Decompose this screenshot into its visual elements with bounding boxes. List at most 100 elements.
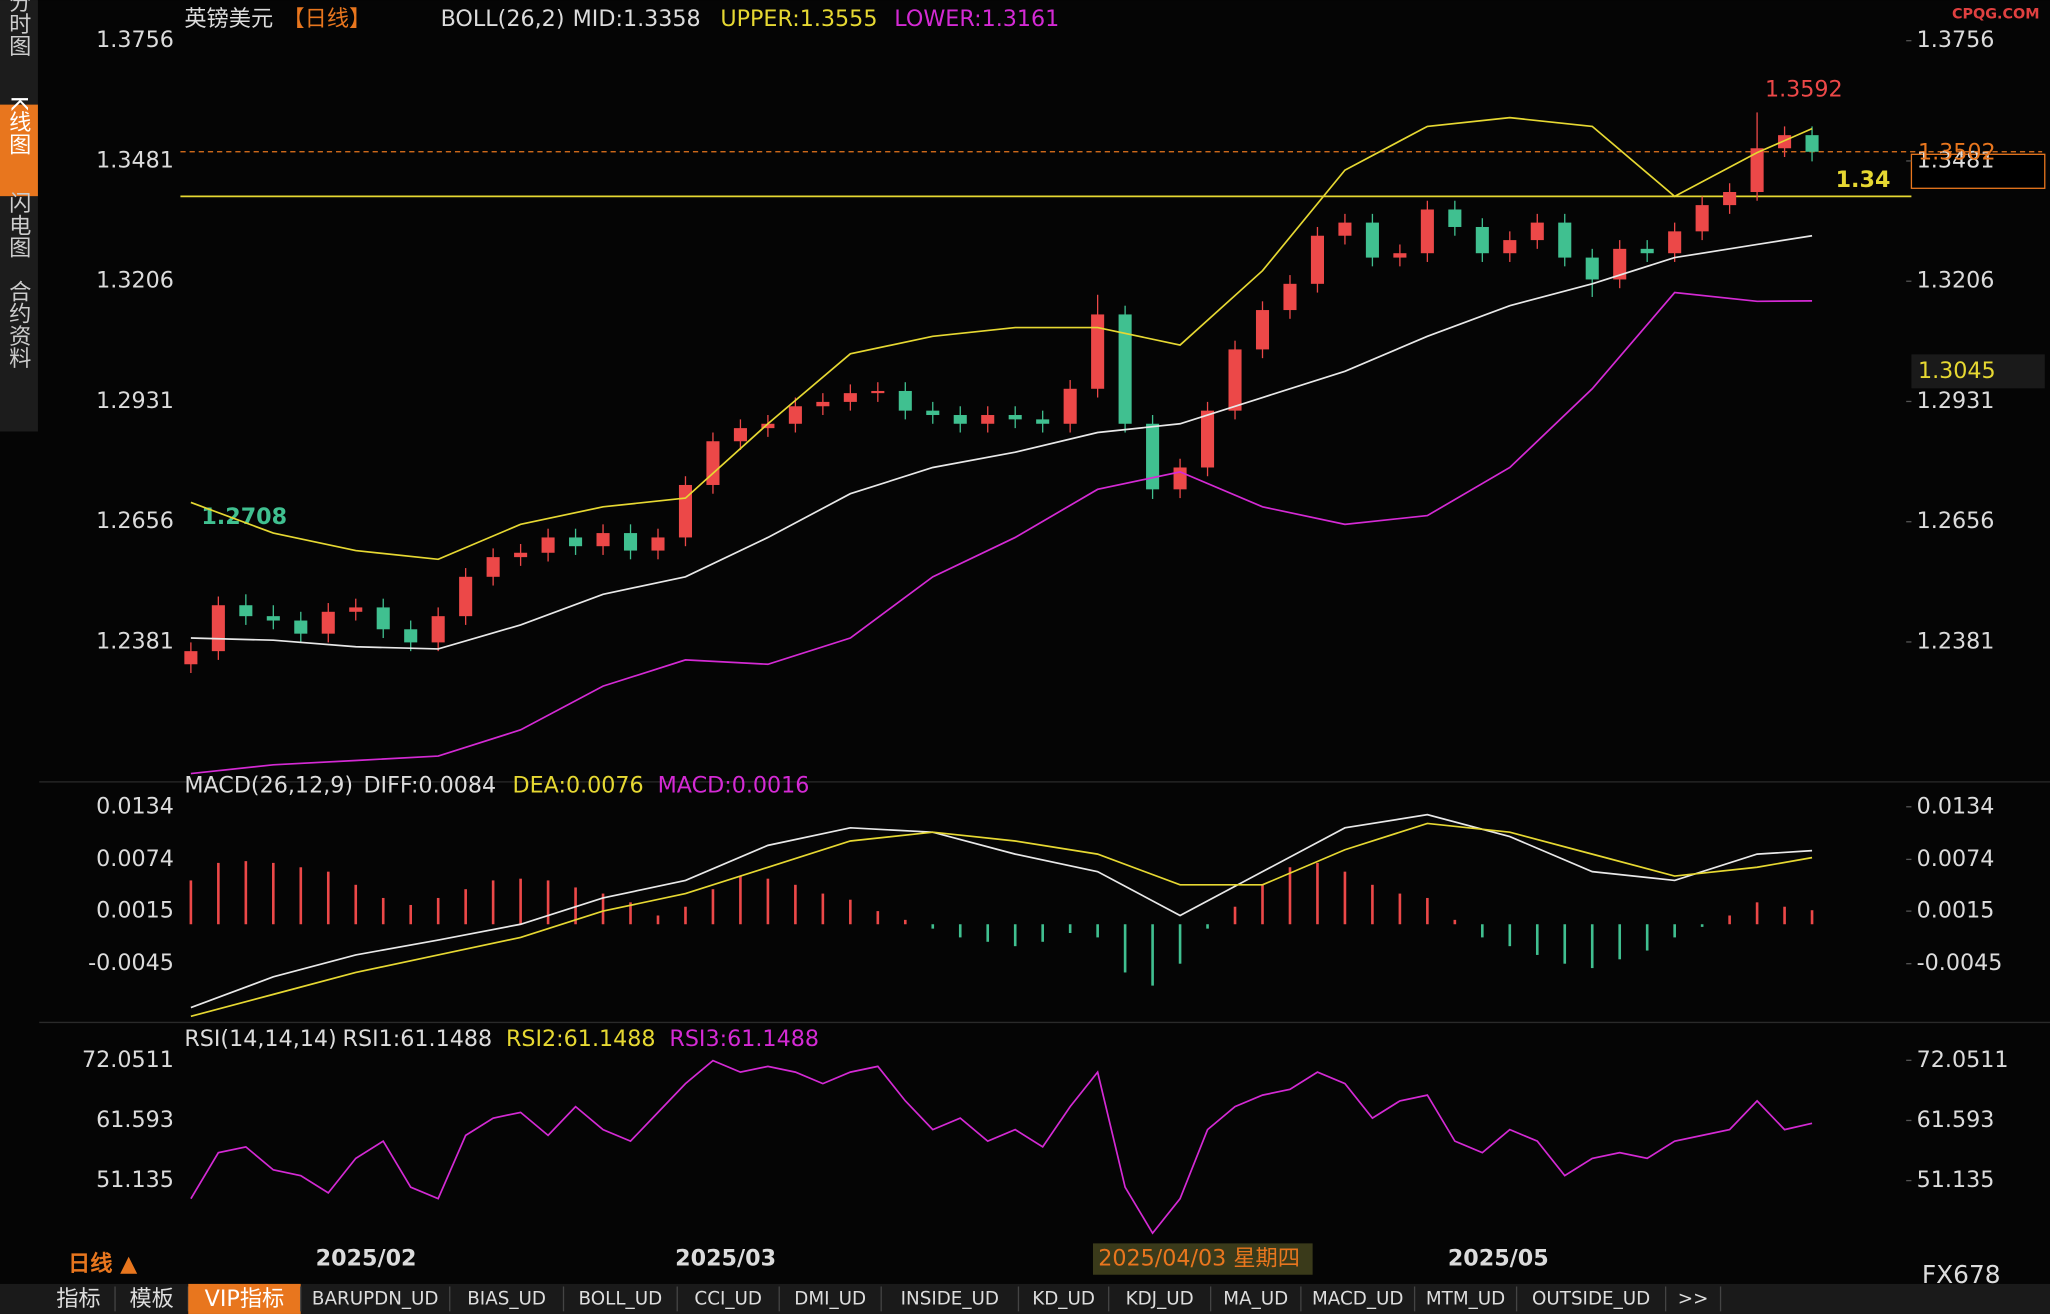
macd-bar xyxy=(1481,924,1484,938)
toolbar-item[interactable]: KD_UD xyxy=(1032,1289,1095,1310)
side-tab[interactable]: 合约资料 xyxy=(5,279,31,369)
toolbar-item[interactable]: 模板 xyxy=(129,1286,173,1312)
macd-bar xyxy=(1233,906,1237,925)
side-tag-box xyxy=(1911,354,2045,389)
y-tick-label: 1.2381 xyxy=(96,628,174,654)
macd-bar xyxy=(1728,915,1731,925)
boll-lower: LOWER:1.3161 xyxy=(894,6,1059,32)
boll-mid: MID:1.3358 xyxy=(573,6,701,32)
candle-body xyxy=(1228,349,1242,411)
macd-bar xyxy=(409,904,413,925)
candle-body xyxy=(486,557,500,577)
candle-body xyxy=(1338,222,1352,236)
macd-bar xyxy=(1398,893,1402,925)
candle-body xyxy=(623,533,638,551)
candle-body xyxy=(1008,415,1022,420)
toolbar-item[interactable]: MA_UD xyxy=(1223,1289,1288,1310)
high-label: 1.3592 xyxy=(1765,77,1843,103)
y-tick-label-right: 1.3206 xyxy=(1917,268,1995,294)
macd-bar xyxy=(821,893,825,925)
toolbar-item[interactable]: MACD_UD xyxy=(1312,1289,1403,1310)
macd-bar xyxy=(711,889,715,925)
x-tick-label: 2025/05 xyxy=(1448,1246,1549,1272)
y-tick-label: 0.0015 xyxy=(96,898,174,924)
watermark: CPQG.COM xyxy=(1952,6,2040,22)
toolbar-item[interactable]: BIAS_UD xyxy=(467,1289,546,1310)
y-tick-label: 1.2656 xyxy=(96,508,174,534)
side-tab[interactable]: K线图 xyxy=(5,96,31,155)
macd-bar xyxy=(244,861,248,925)
y-tick-label: 72.0511 xyxy=(82,1047,174,1073)
macd-bar xyxy=(1068,924,1072,934)
candle-body xyxy=(1036,419,1050,424)
toolbar-item[interactable]: BARUPDN_UD xyxy=(312,1289,439,1310)
side-tab-active xyxy=(0,104,38,197)
candle-body xyxy=(1365,222,1379,258)
toolbar-item[interactable]: MTM_UD xyxy=(1426,1289,1505,1310)
macd-bar xyxy=(1288,867,1292,925)
macd-bar xyxy=(1453,919,1457,925)
candle-body xyxy=(1530,222,1544,241)
macd-bar xyxy=(217,862,220,925)
y-tick-label-right: 0.0074 xyxy=(1917,846,1995,872)
macd-bar xyxy=(1508,924,1512,947)
macd-title: MACD(26,12,9) xyxy=(184,772,353,798)
candle-body xyxy=(1585,257,1599,280)
candle-body xyxy=(1118,314,1132,424)
candle-body xyxy=(926,410,940,416)
toolbar-item[interactable]: OUTSIDE_UD xyxy=(1532,1289,1650,1310)
boll-line xyxy=(190,291,1813,775)
candle-body xyxy=(761,423,775,429)
toolbar-item[interactable]: >> xyxy=(1678,1289,1709,1310)
macd-bar xyxy=(684,906,687,925)
macd-line xyxy=(190,822,1813,1018)
y-tick-label: -0.0045 xyxy=(88,950,174,976)
candle-body xyxy=(1393,253,1407,258)
candle-body xyxy=(953,415,967,424)
indicator: BOLL(26,2) xyxy=(441,6,565,32)
side-tab[interactable]: 分时图 xyxy=(5,0,31,57)
boll-line xyxy=(190,234,1813,650)
period-button[interactable]: 日线 ▲ xyxy=(68,1250,138,1277)
macd-bar xyxy=(986,924,990,942)
toolbar-item[interactable]: DMI_UD xyxy=(794,1289,866,1310)
macd-bar xyxy=(1810,910,1814,925)
toolbar-item[interactable]: CCI_UD xyxy=(694,1289,762,1310)
macd-bar xyxy=(1013,924,1017,947)
toolbar-item[interactable]: VIP指标 xyxy=(205,1286,285,1312)
candle-body xyxy=(1805,135,1819,152)
y-tick-label: 1.2931 xyxy=(96,388,174,414)
toolbar-active xyxy=(188,1283,301,1314)
macd-bar xyxy=(1123,924,1127,973)
macd-bar xyxy=(601,893,605,925)
rsi-title: RSI(14,14,14) xyxy=(184,1026,336,1052)
y-tick-label: 0.0134 xyxy=(96,793,174,819)
candle-body xyxy=(788,406,802,424)
toolbar-item[interactable]: 指标 xyxy=(56,1286,100,1312)
toolbar-item[interactable]: INSIDE_UD xyxy=(901,1289,999,1310)
macd-bar xyxy=(629,902,632,925)
side-tab[interactable]: 闪电图 xyxy=(5,191,31,258)
candle-body xyxy=(376,607,390,630)
macd-bar xyxy=(931,924,935,929)
macd-label: MACD:0.0016 xyxy=(658,772,810,798)
candle-body xyxy=(733,428,747,442)
macd-bar xyxy=(1618,924,1622,960)
rsi-line xyxy=(190,1059,1813,1235)
toolbar-item[interactable]: KDJ_UD xyxy=(1126,1289,1194,1310)
toolbar-item[interactable]: BOLL_UD xyxy=(579,1289,663,1310)
tooltip-box xyxy=(1092,1243,1313,1275)
y-tick-label-right: 1.2931 xyxy=(1917,388,1995,414)
macd-bar xyxy=(1783,906,1786,925)
macd-bar xyxy=(1563,924,1567,964)
y-tick-label: 0.0074 xyxy=(96,846,174,872)
macd-bar xyxy=(766,878,770,925)
candle-body xyxy=(1448,209,1462,227)
toolbar xyxy=(0,1283,2050,1314)
candle-body xyxy=(1201,410,1215,468)
candle-body xyxy=(211,605,225,652)
level-label: 1.34 xyxy=(1836,167,1891,193)
candle-body xyxy=(514,552,528,558)
